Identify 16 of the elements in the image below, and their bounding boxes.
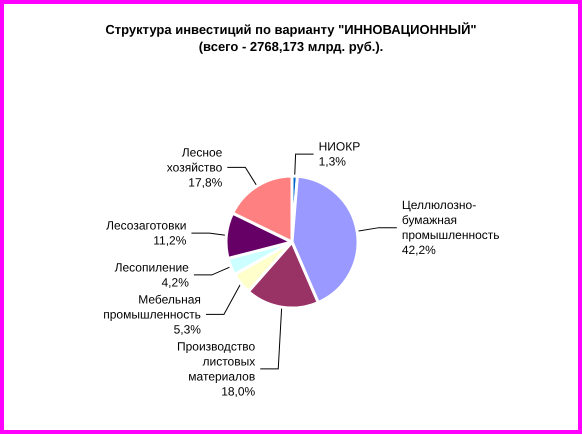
slice-label: Мебельная промышленность [103, 292, 201, 322]
slice-label: Лесное хозяйство [166, 145, 223, 174]
data-label: 18,0% [221, 384, 256, 398]
data-label: 5,3% [174, 322, 202, 336]
slice-label: Лесопиление [114, 260, 190, 274]
slice-label: Целлюлозно-бумажная промышленность [402, 198, 500, 242]
data-label: 1,3% [318, 154, 346, 169]
chart-title: Структура инвестиций по варианту "ИННОВАЦИОННЫЙ" [105, 22, 477, 37]
slice-label: НИОКР [318, 140, 360, 154]
data-label: 11,2% [153, 234, 187, 248]
chart-subtitle: (всего - 2768,173 млрд. руб.). [198, 39, 384, 54]
slice-label: Производство листовых материалов [176, 339, 256, 384]
data-label: 17,8% [188, 175, 223, 190]
slice-label: Лесозаготовки [106, 218, 186, 233]
data-label: 4,2% [162, 275, 190, 290]
data-label: 42,2% [402, 243, 436, 258]
